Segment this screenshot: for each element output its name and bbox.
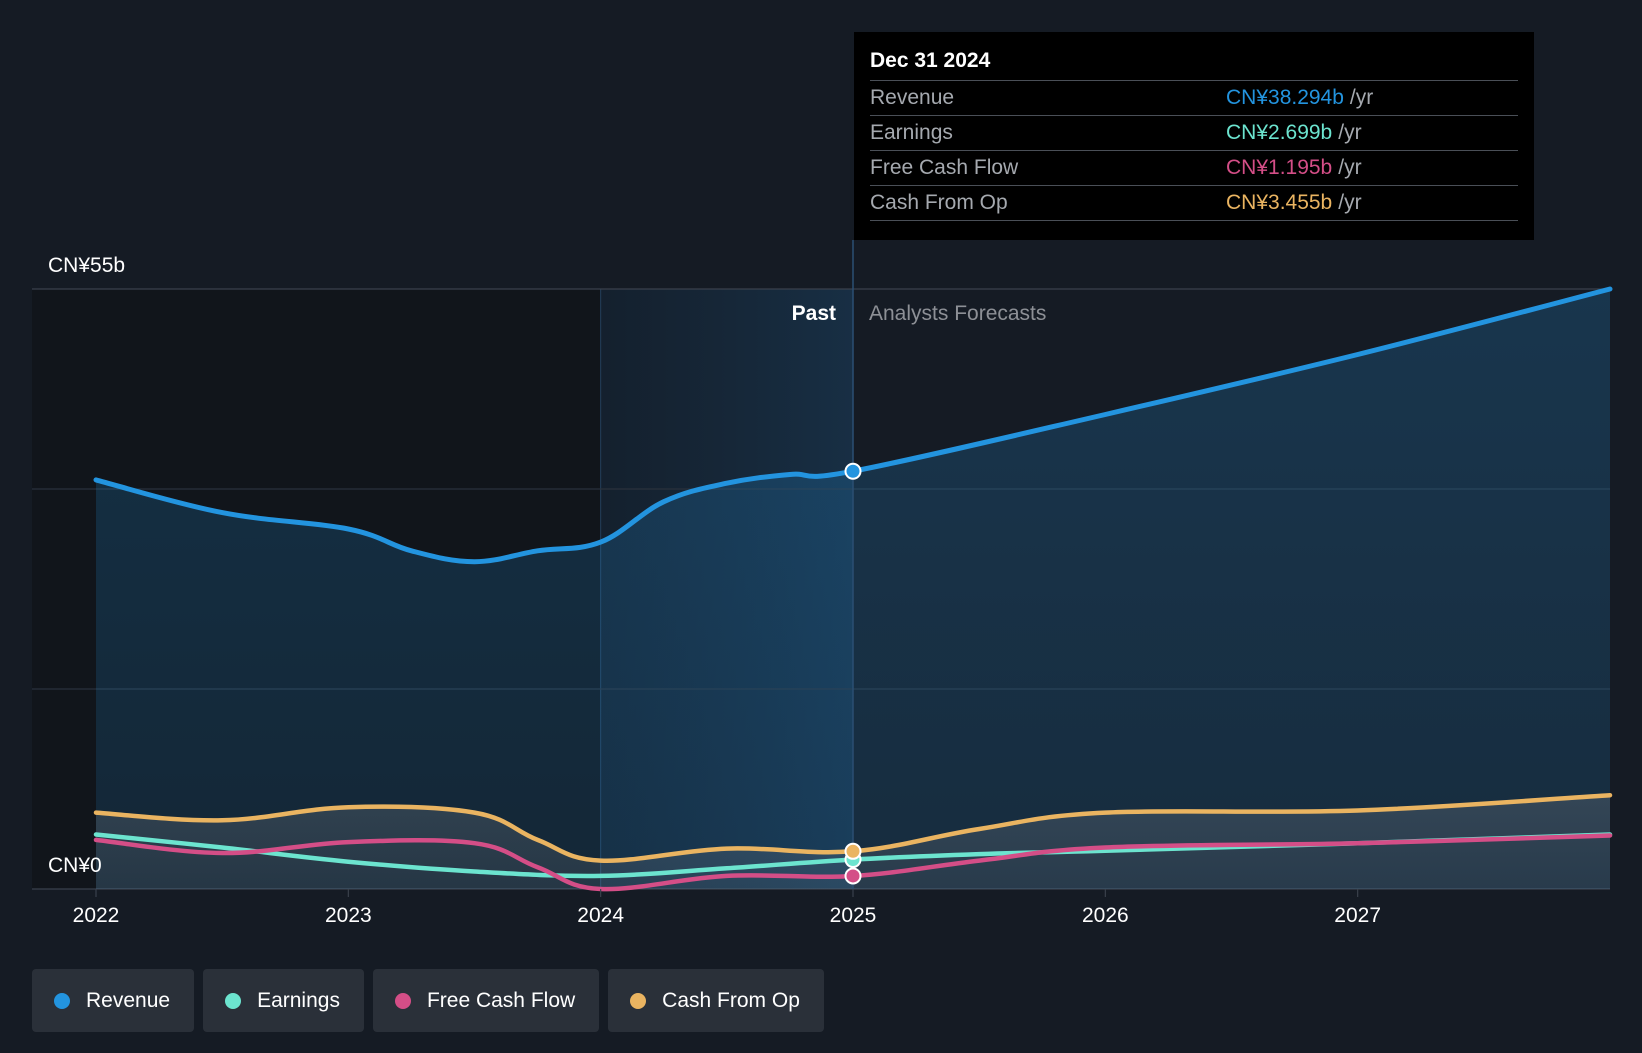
marker-free-cash-flow: [844, 867, 862, 885]
tooltip-date: Dec 31 2024: [870, 49, 991, 72]
legend-label: Cash From Op: [662, 988, 800, 1012]
y-axis-bottom-label: CN¥0: [48, 854, 102, 877]
tooltip-label: Free Cash Flow: [870, 156, 1019, 179]
tooltip-row-revenue: Revenue CN¥38.294b /yr: [870, 80, 1518, 115]
x-tick-label: 2027: [1334, 904, 1381, 927]
series-line-free-cash-flow: [93, 833, 1613, 892]
x-tick-label: 2024: [577, 904, 624, 927]
tooltip-row-free-cash-flow: Free Cash Flow CN¥1.195b /yr: [870, 150, 1518, 185]
legend-dot-icon: [394, 992, 411, 1009]
tooltip-value: CN¥3.455b: [1226, 191, 1333, 214]
axis-layer: 2022 2023 2024 2025 2026 2027: [73, 240, 1381, 927]
past-label: Past: [792, 302, 836, 325]
tooltip: Dec 31 2024 Revenue CN¥38.294b /yr Earni…: [854, 32, 1534, 240]
legend-dot-icon: [225, 992, 242, 1009]
y-axis-top-label: CN¥55b: [48, 254, 125, 277]
legend-dot-icon: [630, 992, 647, 1009]
x-tick-label: 2022: [73, 904, 120, 927]
marker-revenue: [844, 462, 862, 480]
legend-label: Free Cash Flow: [426, 988, 576, 1012]
tooltip-value: CN¥2.699b: [1226, 121, 1333, 144]
tooltip-row-earnings: Earnings CN¥2.699b /yr: [870, 115, 1518, 150]
marker-cash-from-op: [844, 842, 862, 860]
tooltip-unit: /yr: [1338, 191, 1362, 214]
tooltip-unit: /yr: [1338, 156, 1362, 179]
series-lines: [93, 286, 1613, 892]
legend-item-revenue[interactable]: Revenue: [32, 969, 195, 1032]
x-tick-label: 2026: [1082, 904, 1129, 927]
tooltip-row-cash-from-op: Cash From Op CN¥3.455b /yr: [870, 185, 1518, 221]
legend-item-cash-from-op[interactable]: Cash From Op: [608, 969, 824, 1032]
x-tick-label: 2025: [830, 904, 877, 927]
tooltip-label: Earnings: [870, 121, 953, 144]
tooltip-unit: /yr: [1338, 121, 1362, 144]
legend-item-free-cash-flow[interactable]: Free Cash Flow: [372, 969, 600, 1032]
series-line-cash-from-op: [93, 792, 1613, 863]
x-tick-label: 2023: [325, 904, 372, 927]
legend: Revenue Earnings Free Cash Flow Cash Fro…: [32, 969, 824, 1032]
tooltip-value: CN¥38.294b: [1226, 86, 1344, 109]
legend-item-earnings[interactable]: Earnings: [203, 969, 364, 1032]
tooltip-label: Revenue: [870, 86, 955, 109]
tooltip-label: Cash From Op: [870, 191, 1008, 214]
series-line-revenue: [93, 286, 1613, 565]
legend-label: Revenue: [86, 988, 171, 1012]
legend-dot-icon: [54, 992, 70, 1009]
tooltip-value: CN¥1.195b: [1226, 156, 1333, 179]
marker-layer: [844, 462, 862, 885]
forecast-label: Analysts Forecasts: [869, 302, 1046, 325]
cash-from-op-area: [96, 795, 1610, 889]
legend-label: Earnings: [257, 988, 340, 1012]
tooltip-unit: /yr: [1349, 86, 1374, 109]
